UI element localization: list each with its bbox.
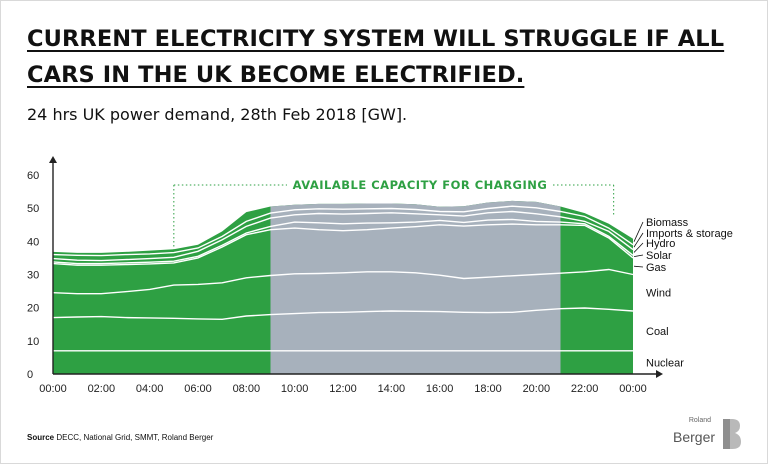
series-leader-line	[633, 242, 644, 253]
y-tick-label: 20	[27, 303, 39, 315]
series-label-biomass: Biomass	[646, 217, 689, 229]
x-tick-label: 08:00	[233, 383, 261, 395]
x-tick-label: 00:00	[619, 383, 647, 395]
series-leader-line	[633, 265, 644, 268]
series-label-gas: Gas	[646, 262, 667, 274]
x-tick-label: 10:00	[281, 383, 309, 395]
series-line-wind	[52, 268, 634, 295]
series-line-gas	[52, 223, 634, 266]
x-tick-label: 18:00	[474, 383, 502, 395]
x-tick-label: 14:00	[378, 383, 406, 395]
logo-small-text: Roland	[688, 417, 711, 424]
y-tick-label: 40	[27, 236, 39, 248]
source-note: Source DECC, National Grid, SMMT, Roland…	[27, 433, 213, 442]
y-tick-label: 60	[27, 170, 39, 182]
series-label-hydro: Hydro	[646, 238, 675, 250]
charging-window-band	[270, 200, 561, 374]
x-tick-label: 16:00	[426, 383, 454, 395]
series-label-solar: Solar	[646, 250, 672, 262]
series-label-wind: Wind	[646, 288, 671, 300]
y-tick-label: 50	[27, 203, 39, 215]
series-line-hydro	[52, 210, 634, 262]
x-tick-label: 06:00	[184, 383, 212, 395]
x-axis-arrow-icon	[656, 370, 663, 378]
x-tick-label: 12:00	[329, 383, 357, 395]
y-tick-label: 10	[27, 336, 39, 348]
series-leader-line	[633, 232, 644, 248]
series-leader-line	[633, 221, 644, 242]
title-line-1: CURRENT ELECTRICITY SYSTEM WILL STRUGGLE…	[27, 26, 725, 52]
logo-b-mark-icon	[723, 419, 741, 449]
series-line-imports-storage	[52, 205, 634, 257]
y-tick-label: 30	[27, 270, 39, 282]
x-tick-label: 22:00	[571, 383, 599, 395]
x-tick-label: 02:00	[88, 383, 116, 395]
title-line-2: CARS IN THE UK BECOME ELECTRIFIED.	[27, 62, 525, 88]
series-label-coal: Coal	[646, 326, 669, 338]
series-leader-line	[633, 254, 644, 257]
series-line-solar	[52, 218, 634, 265]
x-tick-label: 00:00	[39, 383, 67, 395]
series-label-imports-storage: Imports & storage	[646, 228, 733, 240]
annotation-label: AVAILABLE CAPACITY FOR CHARGING	[293, 178, 548, 192]
logo-name: Berger	[673, 429, 716, 445]
series-label-nuclear: Nuclear	[646, 357, 684, 369]
x-tick-label: 20:00	[523, 383, 551, 395]
chart-subtitle: 24 hrs UK power demand, 28th Feb 2018 [G…	[27, 105, 408, 124]
y-tick-label: 0	[27, 369, 33, 381]
source-label: Source	[27, 433, 55, 442]
series-line-coal	[52, 307, 634, 321]
page-title: CURRENT ELECTRICITY SYSTEM WILL STRUGGLE…	[27, 21, 747, 93]
x-tick-label: 04:00	[136, 383, 164, 395]
source-text: DECC, National Grid, SMMT, Roland Berger	[56, 433, 214, 442]
company-logo: Roland Berger	[665, 417, 745, 453]
y-axis-arrow-icon	[49, 156, 57, 163]
